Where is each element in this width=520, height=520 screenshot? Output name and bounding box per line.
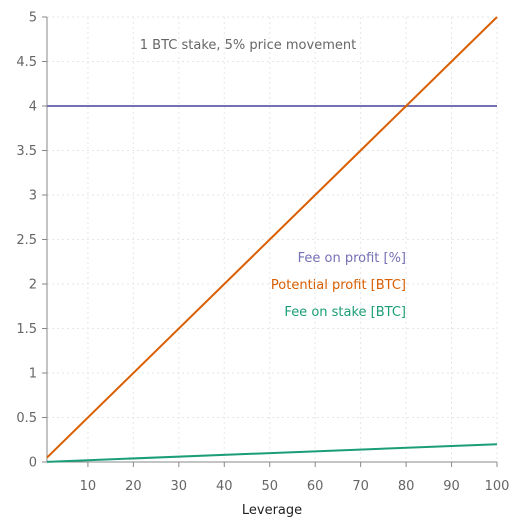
x-tick-label: 20 — [125, 479, 142, 494]
y-tick-label: 2 — [29, 278, 37, 293]
y-tick-label: 4.5 — [16, 55, 37, 70]
y-tick-label: 3 — [29, 189, 37, 204]
x-tick-label: 30 — [171, 479, 188, 494]
chart-annotation: 1 BTC stake, 5% price movement — [140, 38, 356, 53]
y-tick-label: 2.5 — [16, 233, 37, 248]
y-tick-label: 0 — [29, 456, 37, 471]
x-tick-label: 40 — [216, 479, 233, 494]
grid — [47, 16, 498, 462]
y-tick-label: 5 — [29, 11, 37, 26]
legend-entry-fee-on-profit: Fee on profit [%] — [298, 251, 406, 266]
x-axis-ticks: 10 20 30 40 50 60 70 80 90 100 — [80, 462, 510, 494]
x-tick-label: 90 — [443, 479, 460, 494]
legend-entry-fee-on-stake-btc: Fee on stake [BTC] — [284, 305, 406, 320]
y-tick-label: 3.5 — [16, 144, 37, 159]
y-tick-label: 1.5 — [16, 322, 37, 337]
x-axis-title: Leverage — [242, 503, 302, 518]
y-tick-label: 1 — [29, 367, 37, 382]
series-line-fee-on-stake-btc — [46, 443, 498, 463]
x-tick-label: 50 — [261, 479, 278, 494]
x-tick-label: 70 — [352, 479, 369, 494]
x-tick-label: 10 — [80, 479, 97, 494]
y-tick-label: 4 — [29, 100, 37, 115]
series-lines — [46, 16, 498, 463]
x-tick-label: 100 — [485, 479, 510, 494]
y-axis-ticks: 0 0.5 1 1.5 2 2.5 3 3.5 4 4.5 5 — [16, 11, 47, 471]
legend: Fee on profit [%] Potential profit [BTC] F… — [271, 251, 406, 320]
legend-entry-potential-profit-btc: Potential profit [BTC] — [271, 278, 406, 293]
y-tick-label: 0.5 — [16, 411, 37, 426]
x-tick-label: 60 — [307, 479, 324, 494]
series-line-potential-profit-btc — [46, 16, 498, 459]
x-tick-label: 80 — [398, 479, 415, 494]
